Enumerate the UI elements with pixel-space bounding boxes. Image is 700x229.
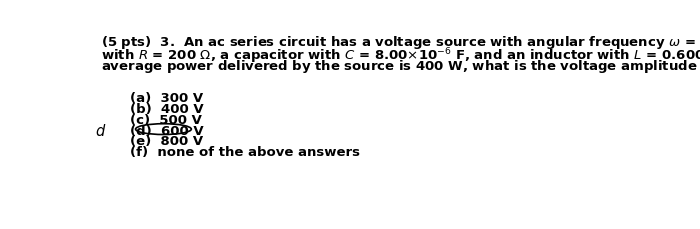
- Text: with $R$ = 200 $\Omega$, a capacitor with $C$ = 8.00$\times$10$^{-6}$ F, and an : with $R$ = 200 $\Omega$, a capacitor wit…: [102, 46, 700, 65]
- Text: (a)  300 V: (a) 300 V: [130, 92, 203, 105]
- Text: (b)  400 V: (b) 400 V: [130, 103, 204, 116]
- Text: (c)  500 V: (c) 500 V: [130, 114, 202, 127]
- Text: (5 pts)  3.  An ac series circuit has a voltage source with angular frequency $\: (5 pts) 3. An ac series circuit has a vo…: [102, 34, 700, 51]
- Text: d: d: [95, 125, 104, 139]
- Text: average power delivered by the source is 400 W, what is the voltage amplitude $V: average power delivered by the source is…: [102, 58, 700, 75]
- Text: (d)  600 V: (d) 600 V: [130, 125, 204, 137]
- Text: (e)  800 V: (e) 800 V: [130, 135, 203, 148]
- Text: (f)  none of the above answers: (f) none of the above answers: [130, 146, 360, 159]
